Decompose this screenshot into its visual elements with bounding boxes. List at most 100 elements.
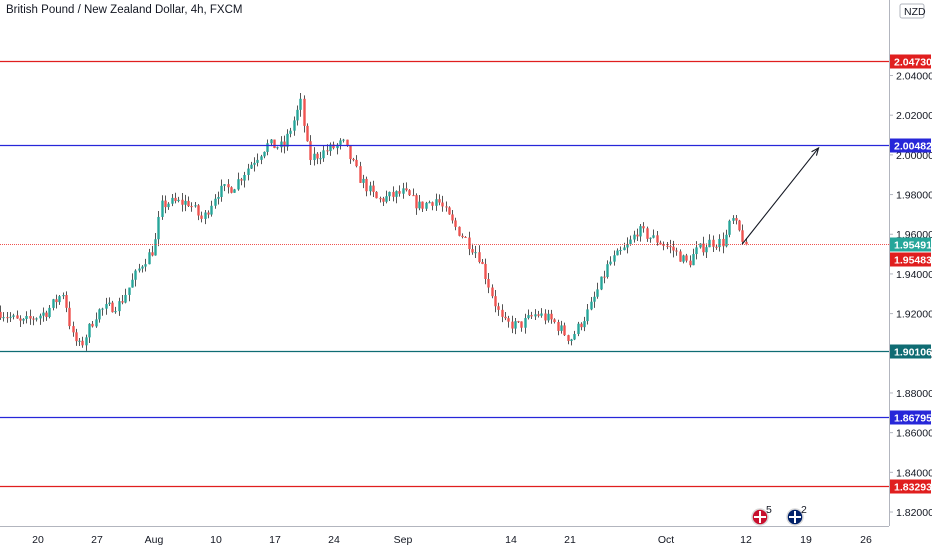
candle-up <box>161 200 164 217</box>
candle-down <box>382 198 385 202</box>
candle-up <box>157 216 160 240</box>
candle-up <box>619 250 622 252</box>
candle-down <box>398 191 401 194</box>
candle-down <box>445 206 448 208</box>
candle-down <box>431 202 434 206</box>
candle-down <box>72 326 75 333</box>
candle-down <box>0 311 2 318</box>
y-tick-label: 1.84000 <box>896 467 932 479</box>
candle-up <box>52 299 55 308</box>
candle-up <box>339 140 342 145</box>
candle-up <box>247 168 250 175</box>
candle-up <box>570 339 573 341</box>
candle-down <box>675 250 678 252</box>
time-axis[interactable]: 20 27 Aug 10 17 24 Sep 14 21 Oct 12 19 26 <box>32 534 872 546</box>
candle-up <box>85 337 88 346</box>
candle-up <box>118 301 121 312</box>
arrow-shaft <box>741 147 820 245</box>
candle-down <box>332 144 335 149</box>
candle-up <box>243 174 246 181</box>
x-tick-label: 24 <box>328 534 340 546</box>
candle-down <box>316 153 319 159</box>
candle-down <box>227 184 230 188</box>
candle-down <box>603 276 606 278</box>
flag-gb-icon[interactable]: 5 <box>751 504 772 526</box>
candle-down <box>346 139 349 146</box>
candle-up <box>220 185 223 197</box>
candle-down <box>672 246 675 251</box>
bid-price-label: 1.95483 <box>890 252 932 267</box>
y-tick-label: 2.04000 <box>896 71 932 83</box>
candle-up <box>474 252 477 254</box>
candle-up <box>293 120 296 131</box>
current-price-label-box <box>890 237 931 252</box>
bid-price-label-text: 1.95483 <box>894 255 932 267</box>
candle-up <box>418 201 421 209</box>
candle-down <box>181 199 184 205</box>
candle-down <box>121 301 124 303</box>
candle-up <box>101 308 104 310</box>
candle-up <box>573 334 576 340</box>
y-tick-label: 1.94000 <box>896 269 932 281</box>
candle-down <box>537 314 540 316</box>
candle-down <box>745 241 748 245</box>
x-tick-label: 19 <box>800 534 812 546</box>
badge-count: 5 <box>766 504 772 516</box>
candle-down <box>164 200 167 208</box>
candle-down <box>501 309 504 317</box>
candle-down <box>504 316 507 319</box>
candle-up <box>682 255 685 262</box>
level-label-2.04730: 2.04730 <box>890 54 932 69</box>
candle-up <box>299 98 302 110</box>
candle-up <box>362 178 365 183</box>
level-label-1.90106-box <box>890 344 931 359</box>
candle-down <box>29 316 32 319</box>
candle-up <box>233 189 236 193</box>
candle-up <box>184 200 187 205</box>
level-label-2.04730-text: 2.04730 <box>894 57 932 69</box>
candle-up <box>395 191 398 197</box>
candle-down <box>461 235 464 237</box>
candle-up <box>25 316 28 319</box>
candle-down <box>372 185 375 192</box>
candle-down <box>679 251 682 262</box>
candle-down <box>497 306 500 310</box>
candle-up <box>95 319 98 327</box>
candle-down <box>349 145 352 160</box>
candle-up <box>214 198 217 206</box>
candle-down <box>712 239 715 247</box>
y-tick-label: 1.86000 <box>896 428 932 440</box>
candle-up <box>425 202 428 209</box>
candle-down <box>553 319 556 323</box>
level-label-1.90106-text: 1.90106 <box>894 347 932 359</box>
projection-arrow[interactable] <box>741 146 820 245</box>
candle-down <box>530 315 533 317</box>
y-tick-label: 1.98000 <box>896 190 932 202</box>
candle-down <box>75 332 78 342</box>
candle-up <box>540 313 543 316</box>
candle-down <box>659 242 662 245</box>
candle-up <box>402 188 405 194</box>
currency-tag-box <box>899 3 925 19</box>
candle-down <box>567 335 570 341</box>
candle-up <box>210 205 213 215</box>
candle-down <box>174 197 177 202</box>
candle-down <box>355 159 358 167</box>
candle-down <box>412 195 415 197</box>
chart-title: British Pound / New Zealand Dollar, 4h, … <box>6 4 243 16</box>
flag-nz-icon[interactable]: 2 <box>786 504 807 526</box>
candle-up <box>336 144 339 149</box>
candle-up <box>708 239 711 248</box>
price-axis[interactable]: 1.820001.840001.860001.880001.900001.920… <box>889 3 932 519</box>
candle-up <box>237 179 240 190</box>
candle-down <box>738 220 741 231</box>
x-tick-label: 17 <box>269 534 281 546</box>
candle-up <box>35 318 38 320</box>
horizontal-levels[interactable] <box>0 60 889 488</box>
level-label-2.00482-box <box>890 138 931 153</box>
price-labels: 2.04730 2.00482 1.90106 1.86795 1.83293 1.954… <box>890 54 932 494</box>
candle-up <box>108 302 111 305</box>
